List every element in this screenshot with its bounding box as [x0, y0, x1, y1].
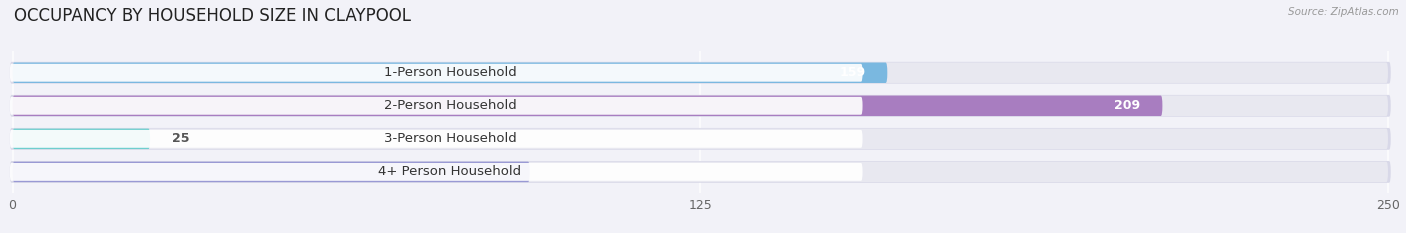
Text: 25: 25 [172, 132, 190, 145]
FancyBboxPatch shape [10, 161, 1391, 183]
FancyBboxPatch shape [10, 64, 862, 82]
Text: 4+ Person Household: 4+ Person Household [378, 165, 522, 178]
Text: Source: ZipAtlas.com: Source: ZipAtlas.com [1288, 7, 1399, 17]
FancyBboxPatch shape [10, 163, 862, 181]
FancyBboxPatch shape [13, 129, 1388, 149]
FancyBboxPatch shape [13, 162, 1388, 182]
FancyBboxPatch shape [10, 95, 1391, 117]
Text: OCCUPANCY BY HOUSEHOLD SIZE IN CLAYPOOL: OCCUPANCY BY HOUSEHOLD SIZE IN CLAYPOOL [14, 7, 411, 25]
Text: 1-Person Household: 1-Person Household [384, 66, 516, 79]
FancyBboxPatch shape [13, 96, 1163, 116]
Text: 159: 159 [839, 66, 865, 79]
FancyBboxPatch shape [13, 62, 887, 83]
FancyBboxPatch shape [13, 162, 530, 182]
FancyBboxPatch shape [10, 97, 862, 115]
FancyBboxPatch shape [13, 96, 1388, 116]
Text: 2-Person Household: 2-Person Household [384, 99, 516, 112]
FancyBboxPatch shape [10, 62, 1391, 84]
FancyBboxPatch shape [10, 130, 862, 148]
Text: 209: 209 [1115, 99, 1140, 112]
Text: 3-Person Household: 3-Person Household [384, 132, 516, 145]
FancyBboxPatch shape [13, 129, 150, 149]
FancyBboxPatch shape [10, 128, 1391, 150]
Text: 94: 94 [491, 165, 508, 178]
FancyBboxPatch shape [13, 62, 1388, 83]
